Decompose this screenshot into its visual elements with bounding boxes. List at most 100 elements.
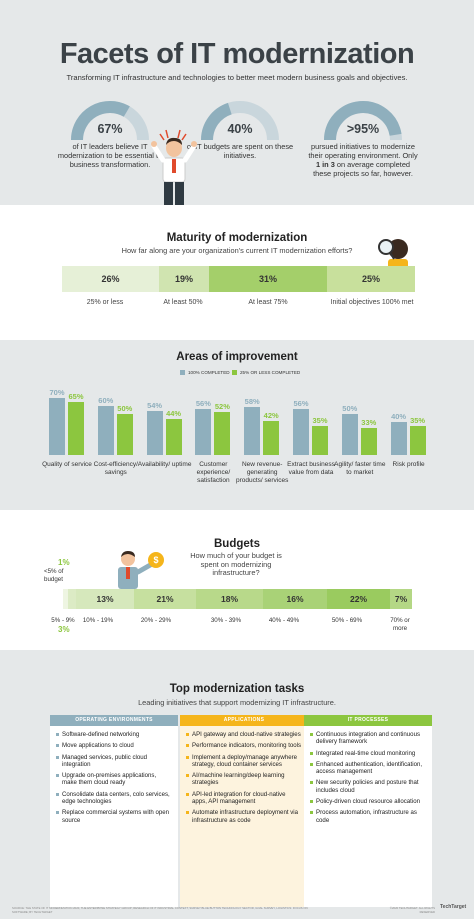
gauge-2-value: 40% (227, 122, 253, 136)
bullet-icon (186, 755, 189, 759)
task-column-heading: OPERATING ENVIRONMENTS (50, 715, 178, 726)
task-column: OPERATING ENVIRONMENTS Software-defined n… (50, 715, 178, 907)
budget-segment: 21% (134, 589, 196, 609)
bar-value-label: 60% (98, 395, 114, 405)
budgets-section: Budgets How much of your budget is spent… (0, 510, 474, 650)
bar-less-completed (263, 420, 280, 455)
bar-completed (146, 410, 163, 455)
budget-value-1: 1% (58, 558, 70, 567)
budget-segment (68, 589, 76, 609)
gauge-1: 67% (71, 100, 149, 142)
budget-value-3: 3% (58, 625, 70, 634)
bar-value-label: 35% (312, 416, 328, 426)
maturity-label: At least 50% (163, 299, 203, 306)
task-item-text: Upgrade on-premises applications, make t… (62, 772, 157, 787)
bar-value-label: 50% (117, 404, 133, 413)
page-title: Facets of IT modernization (59, 38, 415, 70)
task-item-text: New security policies and posture that i… (316, 779, 419, 794)
task-item-text: Replace commercial systems with open sou… (62, 809, 170, 824)
task-item: Continuous integration and continuous de… (310, 731, 426, 746)
task-item: Managed services, public cloud integrati… (56, 754, 172, 769)
category-label: Quality of service (42, 461, 92, 468)
bullet-icon (56, 792, 59, 796)
bullet-icon (310, 781, 313, 785)
category-label: New revenue-generating products/ service… (235, 461, 289, 484)
bullet-icon (310, 811, 313, 815)
maturity-segment: 26% (62, 266, 159, 292)
task-item: Software-defined networking (56, 731, 172, 738)
gauge-1-value: 67% (97, 122, 123, 136)
budget-segment (63, 589, 68, 609)
businessman-coin-illustration: $ (118, 551, 164, 608)
task-item: Policy-driven cloud resource allocation (310, 798, 426, 805)
task-item: Implement a deploy/manage anywhere strat… (186, 754, 302, 769)
bullet-icon (186, 744, 189, 748)
task-item: Automate infrastructure deployment via i… (186, 809, 302, 824)
task-item: Move applications to cloud (56, 742, 172, 749)
task-item: Process automation, infrastructure as co… (310, 809, 426, 824)
bar-value-label: 56% (293, 399, 309, 409)
bar-completed (244, 407, 261, 455)
bar-value-label: 40% (391, 412, 407, 422)
budget-segment: 16% (263, 589, 327, 609)
task-item: Replace commercial systems with open sou… (56, 809, 172, 824)
tasks-subtitle: Leading initiatives that support moderni… (138, 698, 336, 707)
bar-value-label: 52% (214, 402, 230, 412)
bar-less-completed (360, 427, 377, 455)
budget-label: <5% of budget (44, 568, 64, 583)
bullet-icon (56, 755, 59, 759)
legend-swatch-less (232, 370, 237, 375)
task-item: Consolidate data centers, colo services,… (56, 791, 172, 806)
stat-3-text: pursued initiatives to modernize their o… (308, 142, 418, 178)
bar-value-label: 58% (244, 397, 260, 407)
bar-less-completed (409, 426, 426, 455)
task-column: APPLICATIONS API gateway and cloud-native… (180, 715, 308, 907)
task-item: New security policies and posture that i… (310, 779, 426, 794)
bullet-icon (310, 751, 313, 755)
task-item-text: Implement a deploy/manage anywhere strat… (192, 753, 298, 768)
task-item-text: API-led integration for cloud-native app… (192, 790, 286, 806)
budget-label: 20% - 29% (140, 617, 172, 624)
maturity-label: At least 75% (248, 299, 288, 306)
task-item-text: Policy-driven cloud resource allocation (316, 798, 420, 806)
bullet-icon (186, 733, 189, 736)
bar-value-label: 70% (49, 387, 65, 397)
budget-label: 10% - 19% (82, 617, 114, 624)
task-item-text: Managed services, public cloud integrati… (62, 753, 148, 768)
bar-value-label: 42% (263, 410, 279, 420)
bullet-icon (56, 811, 59, 815)
bar-completed (49, 397, 65, 455)
budget-segment: 18% (196, 589, 263, 609)
bar-completed (293, 409, 309, 455)
footer-source: SOURCE: THE STATE OF IT MODERNIZATION 20… (12, 906, 308, 914)
bar-completed (390, 422, 407, 455)
bar-value-label: 54% (147, 400, 163, 410)
task-item: Integrated real-time cloud monitoring (310, 750, 426, 757)
gauge-2: 40% (201, 100, 279, 142)
bullet-icon (310, 733, 313, 736)
task-item-text: Software-defined networking (62, 731, 140, 738)
tasks-title: Top modernization tasks (169, 683, 305, 695)
budget-label: 70% or more (390, 617, 410, 632)
budget-label: 40% - 49% (268, 617, 300, 624)
task-column-heading: IT PROCESSES (304, 715, 432, 726)
task-item: Performance indicators, monitoring tools (186, 742, 302, 749)
bullet-icon (310, 800, 313, 804)
bar-completed (195, 409, 212, 455)
maturity-label: 25% or less (86, 299, 124, 306)
task-item: Upgrade on-premises applications, make t… (56, 772, 172, 787)
budget-label: 5% - 9% (51, 617, 75, 624)
footer-copyright: ©2020 TECHTARGET. ALL RIGHTS RESERVED (389, 906, 435, 914)
bar-completed (341, 414, 358, 455)
bar-value-label: 33% (361, 417, 377, 427)
bar-value-label: 65% (68, 391, 84, 401)
task-item-text: Enhanced authentication, identification,… (316, 760, 423, 776)
bar-less-completed (116, 414, 133, 455)
category-label: Availability/ uptime (137, 461, 192, 468)
budgets-question: How much of your budget is spent on mode… (190, 551, 282, 577)
businessman-illustration (151, 129, 197, 211)
bullet-icon (186, 774, 189, 778)
maturity-segment: 31% (209, 266, 327, 292)
bar-less-completed (165, 418, 182, 455)
bullet-icon (186, 792, 189, 796)
